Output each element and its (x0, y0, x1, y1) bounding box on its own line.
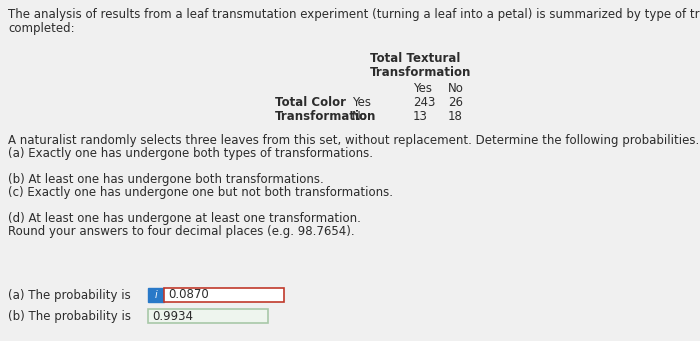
Text: The analysis of results from a leaf transmutation experiment (turning a leaf int: The analysis of results from a leaf tran… (8, 8, 700, 21)
Text: (c) Exactly one has undergone one but not both transformations.: (c) Exactly one has undergone one but no… (8, 186, 393, 199)
Text: 13: 13 (413, 110, 428, 123)
Text: 0.9934: 0.9934 (152, 310, 193, 323)
Text: (b) At least one has undergone both transformations.: (b) At least one has undergone both tran… (8, 173, 323, 186)
Text: Yes: Yes (352, 96, 371, 109)
Text: Total Textural: Total Textural (370, 52, 461, 65)
Text: No: No (448, 82, 464, 95)
Text: 0.0870: 0.0870 (168, 288, 209, 301)
Text: (b) The probability is: (b) The probability is (8, 310, 131, 323)
Text: 18: 18 (448, 110, 463, 123)
Text: Total Color: Total Color (275, 96, 346, 109)
Text: (a) The probability is: (a) The probability is (8, 289, 131, 302)
Text: Round your answers to four decimal places (e.g. 98.7654).: Round your answers to four decimal place… (8, 225, 355, 238)
Text: (a) Exactly one has undergone both types of transformations.: (a) Exactly one has undergone both types… (8, 147, 373, 160)
Text: A naturalist randomly selects three leaves from this set, without replacement. D: A naturalist randomly selects three leav… (8, 134, 699, 147)
Text: i: i (155, 290, 158, 300)
Text: 26: 26 (448, 96, 463, 109)
Text: Transformation: Transformation (370, 66, 471, 79)
Text: Yes: Yes (413, 82, 432, 95)
Text: completed:: completed: (8, 22, 75, 35)
Text: 243: 243 (413, 96, 435, 109)
Text: No: No (352, 110, 368, 123)
Text: Transformation: Transformation (275, 110, 377, 123)
Text: (d) At least one has undergone at least one transformation.: (d) At least one has undergone at least … (8, 212, 361, 225)
